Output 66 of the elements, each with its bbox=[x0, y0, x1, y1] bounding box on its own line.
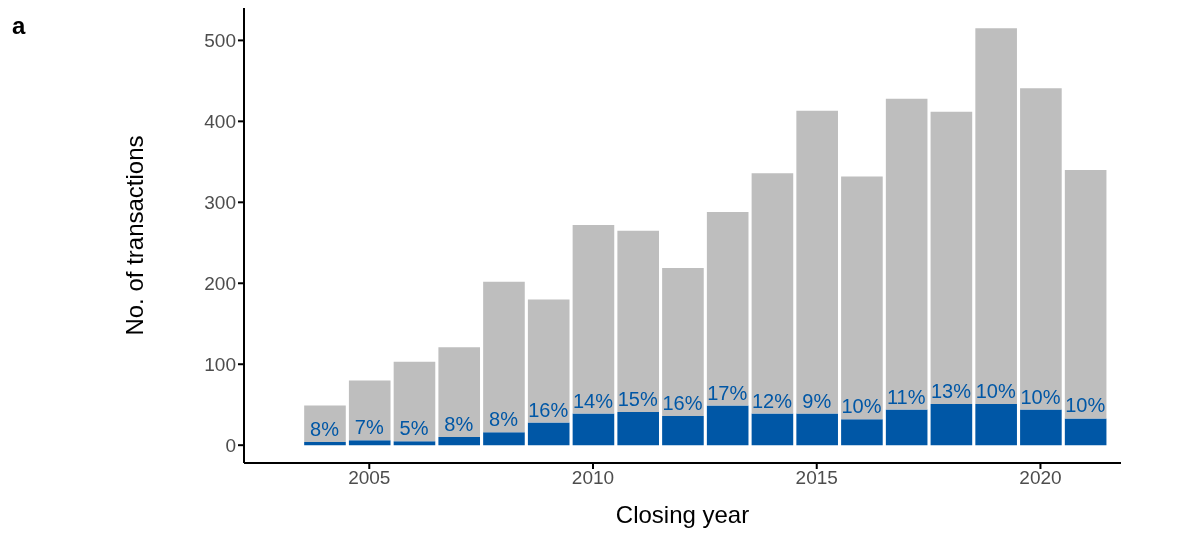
bar bbox=[841, 176, 883, 420]
x-tick-label: 2015 bbox=[795, 467, 838, 489]
bar bbox=[975, 28, 1017, 404]
bar bbox=[304, 441, 346, 446]
y-tick-label: 400 bbox=[204, 111, 236, 133]
annotation: 5% bbox=[399, 417, 429, 440]
bar bbox=[438, 437, 481, 446]
annotation: 11% bbox=[886, 385, 926, 408]
annotation: 8% bbox=[489, 408, 519, 431]
bar bbox=[706, 405, 749, 446]
annotation: 8% bbox=[310, 417, 340, 440]
bar bbox=[885, 98, 928, 410]
annotation: 9% bbox=[802, 389, 832, 412]
annotation: 10% bbox=[841, 395, 882, 418]
x-tick-label: 2005 bbox=[348, 467, 391, 489]
bar bbox=[796, 110, 838, 414]
annotation: 17% bbox=[707, 381, 748, 404]
annotation: 12% bbox=[751, 389, 793, 412]
bar bbox=[617, 411, 659, 446]
bar bbox=[1064, 418, 1107, 446]
bar bbox=[662, 416, 704, 446]
bar bbox=[393, 361, 436, 442]
annotation: 13% bbox=[930, 379, 972, 402]
x-tick-label: 2010 bbox=[571, 467, 615, 489]
annotation: 15% bbox=[617, 387, 658, 410]
annotation: 7% bbox=[354, 416, 384, 439]
annotation: 14% bbox=[572, 389, 614, 412]
annotation: 10% bbox=[1020, 385, 1061, 408]
bar bbox=[662, 267, 704, 417]
y-tick-label: 0 bbox=[225, 434, 236, 456]
bar bbox=[975, 403, 1017, 446]
bar bbox=[483, 281, 525, 433]
bar bbox=[796, 413, 838, 446]
x-tick-label: 2020 bbox=[1019, 467, 1062, 489]
bar bbox=[706, 212, 749, 406]
annotation: 16% bbox=[528, 398, 569, 421]
annotation: 10% bbox=[1065, 394, 1106, 417]
bar bbox=[572, 413, 615, 446]
annotation: 16% bbox=[662, 392, 703, 415]
bar bbox=[438, 347, 481, 438]
annotation: 10% bbox=[975, 379, 1016, 402]
bar bbox=[393, 441, 436, 446]
bar bbox=[348, 440, 391, 446]
bar bbox=[527, 422, 570, 446]
bar bbox=[527, 299, 570, 423]
bar bbox=[1020, 88, 1062, 410]
bar bbox=[572, 224, 615, 414]
bar bbox=[483, 432, 525, 446]
bar bbox=[348, 380, 391, 441]
y-axis-title: No. of transactions bbox=[120, 135, 148, 336]
y-tick-label: 500 bbox=[204, 30, 236, 52]
bar bbox=[930, 111, 973, 404]
annotation: 8% bbox=[444, 413, 474, 436]
bar bbox=[930, 403, 973, 446]
bar bbox=[751, 413, 794, 446]
bar bbox=[617, 230, 659, 412]
y-tick-label: 100 bbox=[204, 353, 236, 375]
y-tick-label: 300 bbox=[204, 192, 236, 214]
bar bbox=[1020, 409, 1062, 446]
bar bbox=[1064, 169, 1107, 419]
bar bbox=[751, 173, 794, 414]
bar bbox=[841, 419, 883, 446]
bar bbox=[885, 409, 928, 446]
x-axis-title: Closing year bbox=[615, 501, 750, 528]
y-tick-label: 200 bbox=[204, 273, 236, 295]
text: a bbox=[12, 12, 26, 40]
